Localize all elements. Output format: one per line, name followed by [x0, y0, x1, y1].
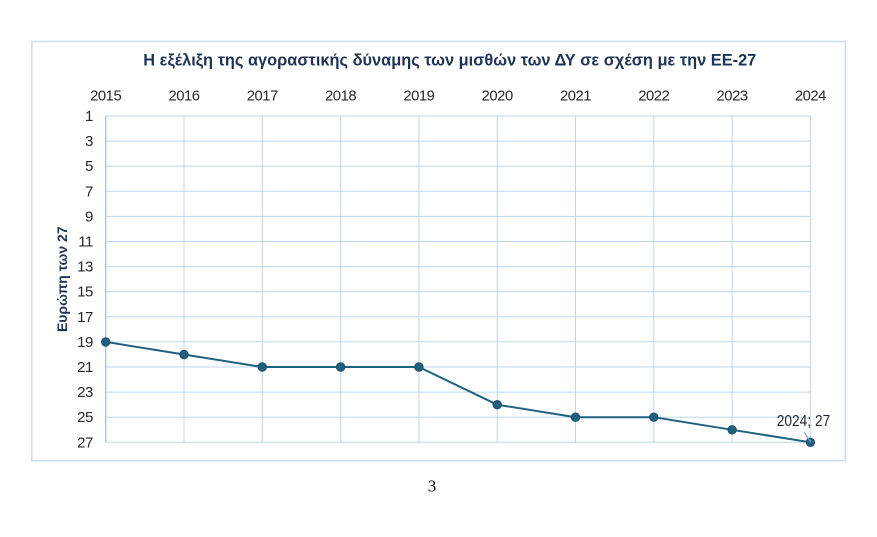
svg-text:9: 9 — [85, 208, 93, 225]
svg-text:2022: 2022 — [638, 89, 669, 105]
svg-text:1: 1 — [85, 108, 93, 125]
svg-text:11: 11 — [78, 234, 93, 251]
svg-text:21: 21 — [77, 359, 93, 376]
svg-text:13: 13 — [77, 259, 93, 276]
svg-text:2016: 2016 — [168, 89, 199, 105]
svg-text:19: 19 — [77, 334, 93, 351]
svg-text:2015: 2015 — [90, 89, 121, 105]
svg-text:2019: 2019 — [403, 89, 434, 105]
svg-text:2018: 2018 — [325, 89, 356, 105]
svg-text:2024: 2024 — [795, 89, 826, 105]
svg-text:5: 5 — [85, 158, 93, 175]
svg-text:3: 3 — [85, 133, 93, 150]
svg-text:7: 7 — [85, 183, 93, 200]
svg-text:15: 15 — [77, 284, 93, 301]
svg-text:2021: 2021 — [560, 89, 591, 105]
svg-text:2020: 2020 — [482, 89, 513, 105]
svg-text:27: 27 — [77, 434, 93, 451]
svg-text:Ευρώπη των 27: Ευρώπη των 27 — [54, 226, 70, 332]
svg-text:Η εξέλιξη της αγοραστικής δύνα: Η εξέλιξη της αγοραστικής δύναμης των μι… — [143, 51, 756, 70]
svg-text:2017: 2017 — [247, 89, 278, 105]
svg-text:3: 3 — [428, 476, 437, 495]
svg-text:25: 25 — [77, 409, 93, 426]
svg-text:2023: 2023 — [717, 89, 748, 105]
svg-text:2024; 27: 2024; 27 — [777, 413, 830, 430]
svg-text:17: 17 — [77, 309, 93, 326]
svg-text:23: 23 — [77, 384, 93, 401]
